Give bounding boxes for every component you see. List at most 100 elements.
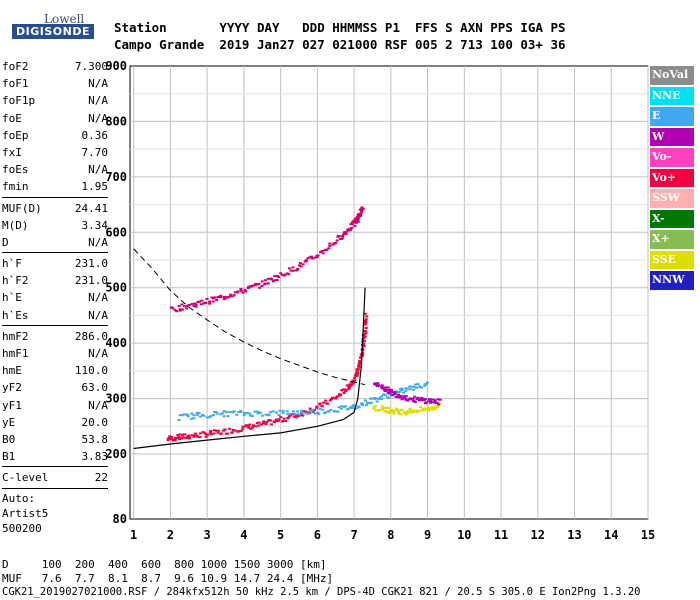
data-point [369,401,373,404]
data-point [243,411,247,414]
data-point [400,387,404,390]
y-tick-label: 900 [105,59,127,73]
data-point [253,410,257,413]
data-point [198,415,202,418]
data-point [399,408,403,411]
param-row: C-level 22 [2,469,108,486]
data-point [185,307,189,310]
data-point [223,428,227,431]
data-point [390,391,394,394]
y-tick-label: 800 [105,114,127,128]
data-point [318,402,322,405]
data-point [372,407,376,410]
data-point [349,407,353,410]
data-point [423,384,427,387]
param-name: B0 [2,432,16,446]
data-point [215,298,219,301]
data-point [350,223,354,226]
data-point [242,413,246,416]
x-tick-label: 6 [314,528,321,542]
param-name: B1 [2,450,16,464]
data-point [390,410,394,413]
data-point [329,408,333,411]
data-point [415,386,419,389]
data-point [361,353,365,356]
data-point [205,416,209,419]
data-point [198,436,202,439]
data-point [180,414,184,417]
data-point [438,402,442,405]
data-point [299,265,303,268]
data-point [363,312,367,315]
x-tick-label: 9 [424,528,431,542]
data-point [241,425,245,428]
data-point [357,362,361,365]
data-point [170,437,174,440]
data-point [221,412,225,415]
data-point [398,388,402,391]
data-point [436,398,440,401]
data-point [222,429,226,432]
data-point [416,409,420,412]
data-point [168,437,172,440]
data-point [182,413,186,416]
footer-file-row: CGK21_2019027021000.RSF / 284kfx512h 50 … [2,586,641,598]
param-value: 7.300 [74,60,108,73]
param-value: N/A [88,347,108,360]
data-point [432,408,436,411]
data-point [192,304,196,307]
data-point [380,395,384,398]
data-point [266,282,270,285]
data-point [317,412,321,415]
legend-item: NNE [650,86,694,105]
data-point [426,406,430,409]
data-point [282,417,286,420]
param-name: foEp [2,128,29,142]
data-point [253,284,257,287]
data-point [326,402,330,405]
data-point [187,435,191,438]
data-point [347,386,351,389]
data-point [383,394,387,397]
data-point [248,412,252,415]
data-point [343,389,347,392]
y-tick-label: 300 [105,392,127,406]
data-point [286,413,290,416]
data-point [421,397,425,400]
data-point [352,376,356,379]
data-point [225,432,229,435]
data-point [199,303,203,306]
data-point [361,349,365,352]
data-point [318,408,322,411]
data-point [392,410,396,413]
param-value: 231.0 [74,274,108,288]
data-point [351,379,355,382]
y-tick-label: 500 [105,281,127,295]
data-point [270,278,274,281]
data-point [193,432,197,435]
data-point [277,418,281,421]
data-point [364,404,368,407]
data-point [304,259,308,262]
param-name: hmF1 [2,347,29,360]
x-tick-label: 10 [457,528,471,542]
data-point [192,414,196,417]
data-point [406,399,410,402]
data-point [428,400,432,403]
data-point [239,409,243,412]
data-point [348,227,352,230]
data-point [257,282,261,285]
data-point [431,407,435,410]
param-value: 3.83 [81,450,109,464]
data-point [183,433,187,436]
data-point [329,398,333,401]
data-point [410,411,414,414]
param-row: M(D) 3.34 [2,217,108,234]
data-point [339,407,343,410]
data-point [214,429,218,432]
data-point [176,434,180,437]
data-point [301,263,305,266]
data-point [321,252,325,255]
data-point [261,422,265,425]
data-point [320,249,324,252]
